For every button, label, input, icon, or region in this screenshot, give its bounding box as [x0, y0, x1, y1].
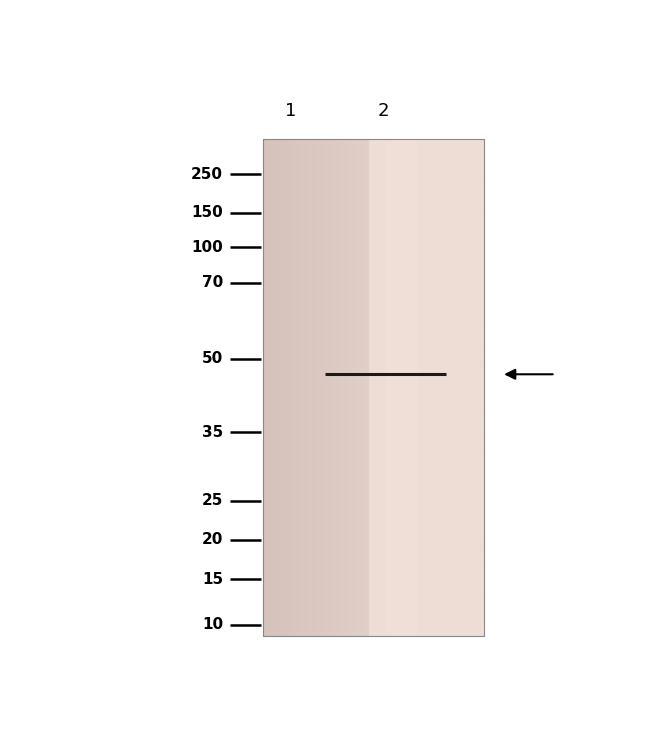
Text: 150: 150: [191, 205, 223, 220]
Text: 35: 35: [202, 425, 223, 439]
Text: 1: 1: [285, 102, 296, 120]
Text: 70: 70: [202, 275, 223, 290]
Text: 2: 2: [378, 102, 389, 120]
Text: 25: 25: [202, 493, 223, 508]
Text: 100: 100: [191, 240, 223, 255]
Text: 20: 20: [202, 532, 223, 548]
Bar: [263, 139, 484, 636]
Text: 50: 50: [202, 351, 223, 367]
Text: 15: 15: [202, 572, 223, 586]
Text: 250: 250: [191, 167, 223, 182]
Text: 10: 10: [202, 617, 223, 632]
